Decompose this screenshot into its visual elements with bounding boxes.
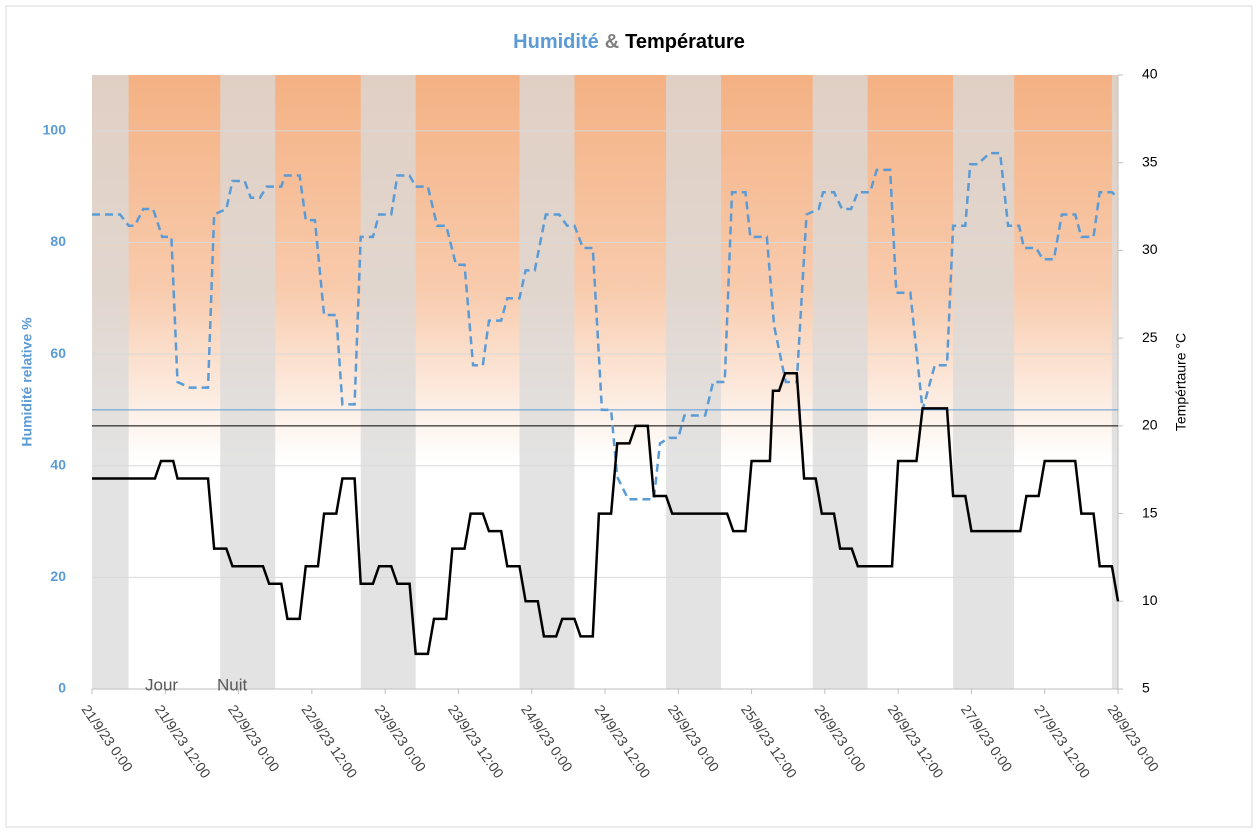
night-band xyxy=(812,75,868,689)
y-tick-label: 100 xyxy=(43,122,67,138)
title-part: & xyxy=(605,31,619,53)
night-band xyxy=(666,75,722,689)
y-tick-label: 40 xyxy=(50,456,66,472)
y-tick-label: 20 xyxy=(50,568,66,584)
chart-title: Humidité & Température xyxy=(513,31,745,53)
y-tick-label: 60 xyxy=(50,345,66,361)
title-part: Température xyxy=(625,31,745,53)
y-tick-label: 80 xyxy=(50,233,66,249)
y2-tick-label: 35 xyxy=(1142,153,1158,169)
legend-label: Nuit xyxy=(217,675,248,694)
y2-tick-label: 15 xyxy=(1142,504,1158,520)
y2-tick-label: 30 xyxy=(1142,241,1158,257)
y2-tick-label: 25 xyxy=(1142,329,1158,345)
night-band xyxy=(92,75,129,689)
night-band xyxy=(1111,75,1118,689)
y2-tick-label: 5 xyxy=(1142,680,1150,696)
night-band xyxy=(220,75,276,689)
night-band xyxy=(360,75,416,689)
title-part: Humidité xyxy=(513,31,599,53)
y2-axis-title: Tempértaure °C xyxy=(1173,333,1189,431)
y2-tick-label: 10 xyxy=(1142,592,1158,608)
night-band xyxy=(519,75,575,689)
legend-label: Jour xyxy=(145,675,178,694)
series-line xyxy=(92,371,1120,656)
y2-tick-label: 20 xyxy=(1142,417,1158,433)
y-tick-label: 0 xyxy=(58,680,66,696)
y2-tick-label: 40 xyxy=(1142,66,1158,82)
night-band xyxy=(953,75,1015,689)
y-axis-title: Humidité relative % xyxy=(19,317,35,447)
